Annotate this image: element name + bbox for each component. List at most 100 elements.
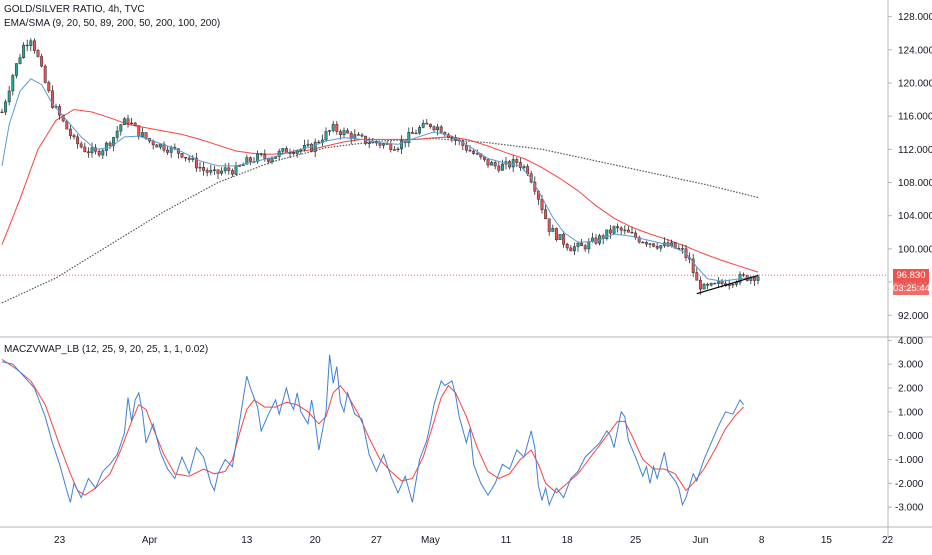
sma-slow-line	[1, 108, 759, 273]
candle-body	[277, 151, 281, 157]
candle-body	[209, 169, 213, 173]
candle-body	[731, 284, 735, 286]
symbol-title: GOLD/SILVER RATIO, 4h, TVC	[4, 4, 145, 15]
countdown-badge: 03:25:44	[893, 282, 930, 296]
candle-body	[306, 143, 310, 146]
candle-body	[83, 146, 87, 152]
candle-body	[713, 282, 717, 285]
candle-body	[482, 156, 486, 160]
candle-body	[29, 40, 33, 46]
candle-body	[475, 153, 479, 155]
time-tick-label: Jun	[692, 535, 708, 546]
candle-body	[486, 159, 490, 166]
candle-body	[562, 234, 566, 245]
candle-body	[421, 122, 425, 128]
sma-long-line	[1, 137, 759, 304]
candle-body	[439, 126, 443, 133]
candle-body	[248, 157, 252, 162]
price-tick-label: 112.000	[898, 145, 932, 156]
candle-body	[644, 242, 648, 245]
candle-body	[119, 124, 123, 132]
candle-body	[338, 131, 342, 136]
candle-body	[414, 132, 418, 135]
ema-fast-line	[1, 78, 759, 282]
candle-body	[720, 281, 724, 284]
candle-body	[187, 157, 191, 160]
candle-body	[317, 141, 321, 144]
candle-body	[396, 148, 400, 150]
candle-body	[695, 272, 699, 281]
candle-body	[580, 242, 584, 246]
price-tick-label: 116.000	[898, 112, 932, 123]
candle-body	[652, 243, 656, 247]
time-tick-label: 20	[310, 535, 322, 546]
candle-body	[551, 228, 555, 232]
candle-body	[583, 245, 587, 250]
candle-body	[194, 157, 198, 169]
candle-body	[698, 279, 702, 290]
candle-body	[245, 157, 249, 165]
candle-body	[76, 136, 80, 145]
candle-body	[410, 132, 414, 134]
candle-body	[450, 137, 454, 139]
candle-body	[302, 144, 306, 150]
candle-body	[108, 142, 112, 146]
candle-body	[198, 167, 202, 169]
candle-body	[328, 130, 332, 132]
candle-body	[122, 118, 126, 125]
candle-body	[14, 63, 18, 76]
time-tick-label: 8	[759, 535, 765, 546]
candle-body	[90, 147, 94, 154]
candle-body	[378, 142, 382, 146]
candle-body	[281, 148, 285, 152]
signal-line	[1, 358, 744, 496]
candle-body	[43, 65, 47, 83]
candle-body	[212, 169, 216, 171]
candle-body	[407, 132, 411, 143]
candle-body	[544, 209, 548, 219]
candle-body	[144, 132, 148, 139]
candle-body	[515, 159, 519, 163]
candle-body	[490, 162, 494, 166]
candle-body	[623, 229, 627, 232]
candle-body	[158, 143, 162, 148]
candle-body	[140, 132, 144, 137]
osc-tick-label: 1.000	[898, 407, 923, 418]
candle-body	[389, 143, 393, 150]
candle-body	[709, 282, 713, 286]
candle-body	[115, 130, 119, 138]
candle-body	[288, 152, 292, 154]
candle-body	[659, 245, 663, 249]
time-tick-label: Apr	[142, 535, 158, 546]
candle-body	[576, 242, 580, 247]
candle-body	[162, 143, 166, 151]
candle-body	[752, 277, 756, 281]
candle-body	[180, 153, 184, 158]
price-tick-label: 100.000	[898, 244, 932, 255]
candle-body	[227, 167, 231, 171]
time-tick-label: 27	[371, 535, 383, 546]
price-tick-label: 128.000	[898, 12, 932, 23]
candle-body	[367, 142, 371, 145]
price-tick-label: 104.000	[898, 211, 932, 222]
candle-body	[205, 170, 209, 173]
candle-body	[184, 157, 188, 159]
candle-body	[270, 158, 274, 162]
candle-body	[436, 126, 440, 131]
candle-body	[612, 226, 616, 234]
candle-body	[641, 241, 645, 244]
candle-body	[626, 229, 630, 233]
candle-body	[590, 237, 594, 242]
candle-body	[630, 232, 634, 234]
candle-body	[360, 134, 364, 137]
price-tick-label: 108.000	[898, 178, 932, 189]
time-tick-label: 13	[241, 535, 253, 546]
candle-body	[554, 228, 558, 240]
indicator-legend: MACZVWAP_LB (12, 25, 9, 20, 25, 1, 1, 0.…	[4, 344, 209, 355]
candle-body	[569, 247, 573, 252]
candle-body	[425, 122, 429, 125]
candle-body	[619, 227, 623, 231]
candle-body	[292, 152, 296, 154]
candle-body	[493, 162, 497, 167]
candle-body	[616, 226, 620, 229]
